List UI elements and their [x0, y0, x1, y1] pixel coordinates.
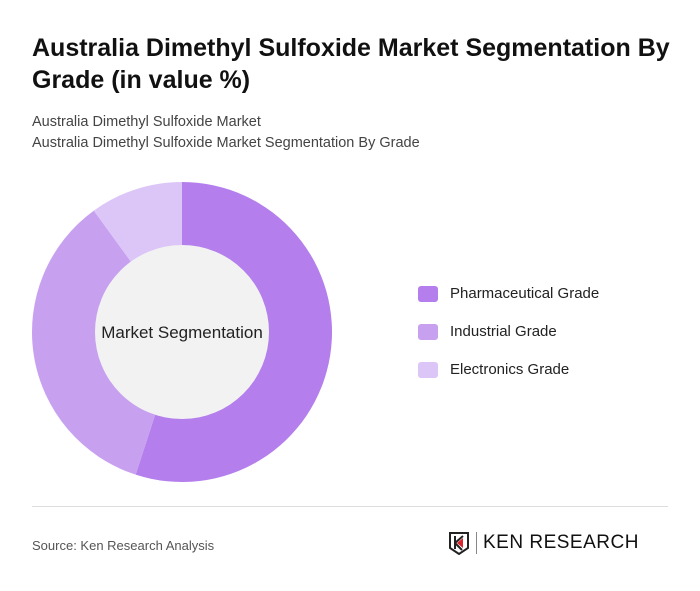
chart-title: Australia Dimethyl Sulfoxide Market Segm… — [32, 34, 670, 94]
legend-label: Pharmaceutical Grade — [450, 285, 600, 302]
legend-swatch — [418, 323, 438, 340]
logo-text: KEN RESEARCH — [483, 532, 639, 553]
legend-label: Industrial Grade — [450, 323, 557, 340]
legend-item: Industrial Grade — [418, 322, 599, 341]
legend-label: Electronics Grade — [450, 361, 570, 378]
divider — [32, 506, 668, 507]
ken-research-logo: KEN RESEARCH — [448, 531, 639, 555]
source-note: Source: Ken Research Analysis — [32, 538, 215, 553]
legend-swatch — [418, 361, 438, 378]
legend: Pharmaceutical Grade Industrial Grade Elec… — [418, 284, 599, 398]
donut-hole — [95, 245, 269, 419]
chart-subtitle-2: Australia Dimethyl Sulfoxide Market Segm… — [32, 135, 420, 151]
legend-item: Pharmaceutical Grade — [418, 284, 599, 303]
logo-shield-icon — [449, 532, 469, 555]
chart-subtitle: Australia Dimethyl Sulfoxide Market — [32, 114, 261, 130]
donut-chart: Market Segmentation — [31, 182, 332, 482]
legend-swatch — [418, 285, 438, 302]
center-label: Market Segmentation — [101, 323, 263, 342]
legend-item: Electronics Grade — [418, 360, 599, 379]
